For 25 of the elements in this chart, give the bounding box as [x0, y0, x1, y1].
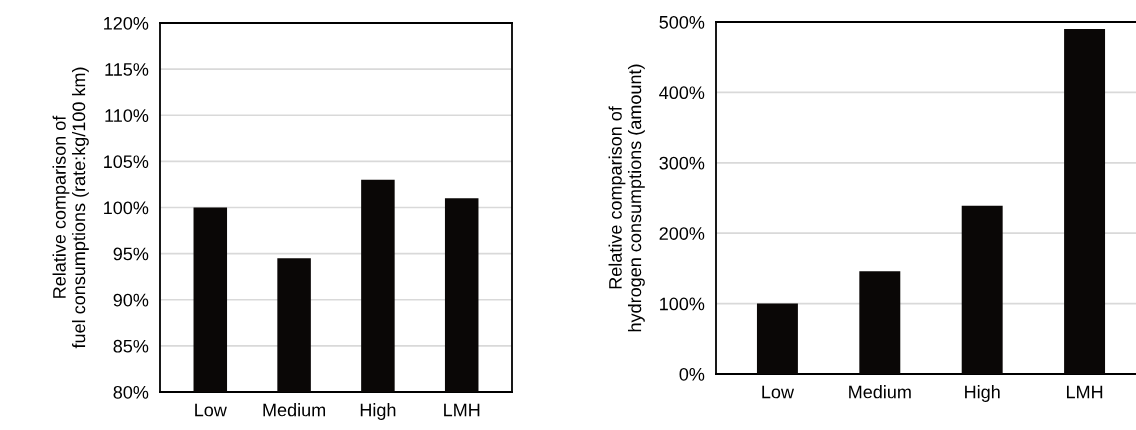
x-tick-label: Low [762, 385, 795, 399]
x-tick-label: High [360, 403, 396, 420]
y-tick-label: 100% [660, 297, 705, 311]
y-tick-label: 85% [113, 339, 149, 353]
y-tick-label: 80% [113, 385, 149, 399]
y-tick-label: 90% [113, 293, 149, 307]
y-tick-label: 95% [113, 247, 149, 261]
y-tick-label: 0% [679, 367, 705, 381]
y-tick-label: 100% [104, 201, 149, 215]
y-tick-label: 105% [104, 155, 149, 169]
y-axis-title: Relative comparison of fuel consumptions (rate:kg/100 km) [52, 67, 89, 349]
x-tick-label: LMH [1066, 385, 1103, 399]
y-tick-label: 120% [104, 16, 149, 30]
x-tick-label: High [965, 385, 1000, 402]
y-tick-label: 500% [659, 15, 705, 29]
x-tick-label: Medium [263, 403, 326, 417]
y-tick-label: 400% [659, 86, 705, 100]
x-tick-label: LMH [444, 403, 480, 417]
x-tick-label: Medium [849, 385, 911, 399]
y-tick-label: 115% [105, 63, 149, 76]
y-tick-label: 300% [659, 156, 705, 170]
y-axis-title: Relative comparison of hydrogen consumptions (amount) [608, 64, 645, 332]
y-tick-label: 110% [105, 109, 149, 122]
y-tick-label: 200% [659, 227, 705, 240]
x-tick-label: Low [195, 403, 227, 417]
